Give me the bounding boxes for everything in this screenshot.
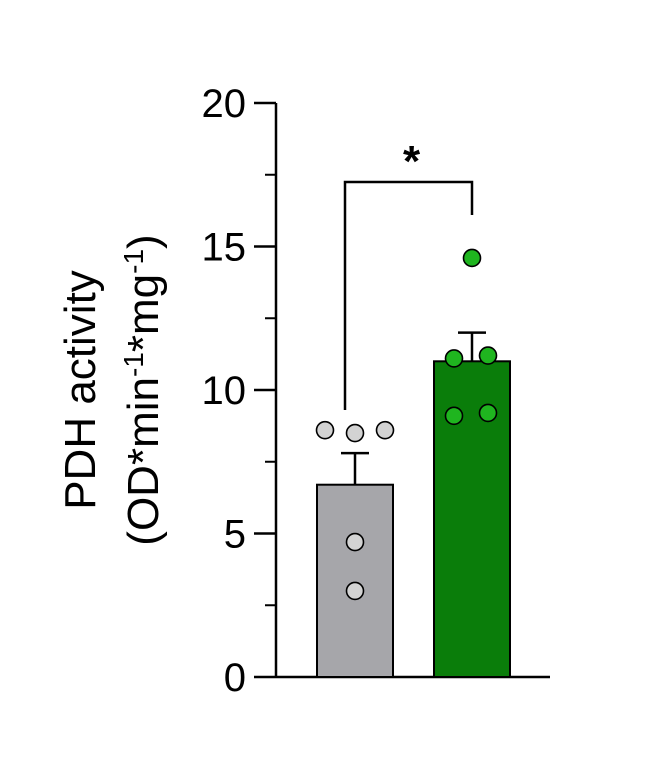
y-axis-unit-part: *mg (119, 274, 168, 352)
bar (433, 360, 511, 678)
data-point (345, 581, 365, 601)
data-point (375, 420, 395, 440)
y-axis-unit-part: (OD*min (119, 377, 168, 546)
y-axis-unit-part: ) (119, 234, 168, 249)
data-point (444, 406, 464, 426)
y-tick-label: 20 (202, 82, 247, 126)
y-tick-label: 5 (224, 513, 246, 557)
bracket-line (343, 180, 474, 410)
data-point (315, 420, 335, 440)
bar (316, 483, 394, 678)
data-point (345, 423, 365, 443)
significance-label: * (403, 137, 421, 186)
bars-layer (315, 248, 511, 678)
significance-bracket: * (343, 137, 474, 410)
y-axis-label: PDH activity (OD*min-1*mg-1) (56, 234, 168, 545)
data-point (462, 248, 482, 268)
y-axis-label-line2: (OD*min-1*mg-1) (118, 234, 169, 545)
y-tick-label: 0 (224, 656, 246, 700)
data-point (478, 403, 498, 423)
data-point (444, 349, 464, 368)
data-point (345, 532, 365, 552)
data-point (478, 346, 498, 365)
y-axis-unit-exponent: -1 (118, 352, 149, 377)
y-tick-label: 15 (202, 226, 247, 270)
y-axis-unit-exponent: -1 (118, 249, 149, 274)
y-tick-label: 10 (202, 369, 247, 413)
axes: 0 5 10 15 20 (202, 82, 550, 700)
y-axis-label-line1: PDH activity (56, 270, 105, 510)
